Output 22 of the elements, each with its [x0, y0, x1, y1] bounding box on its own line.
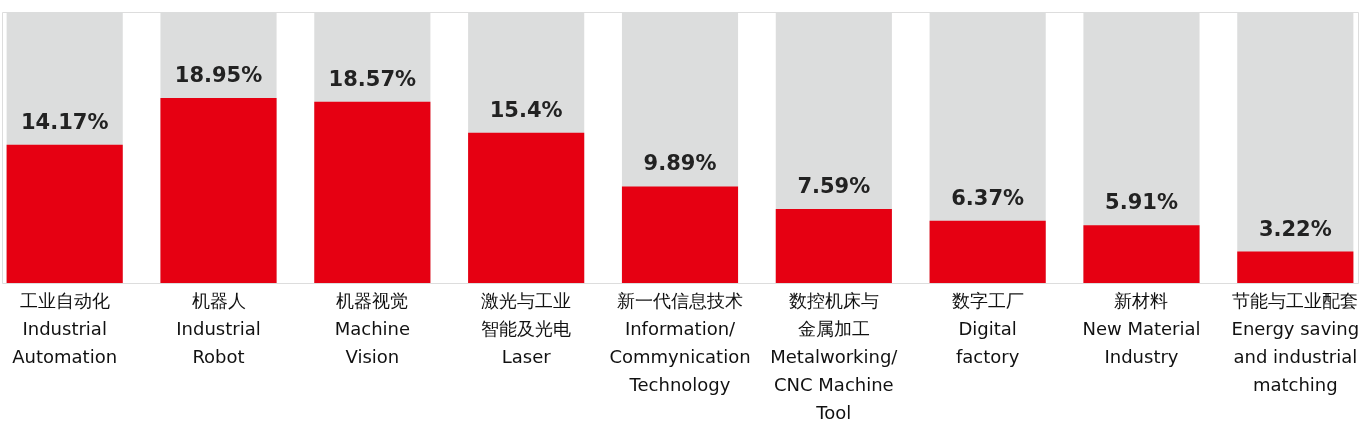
x-tick-label: 数字工厂 Digital factory: [951, 290, 1024, 367]
bar: [1237, 251, 1354, 283]
data-label: 7.59%: [797, 173, 871, 198]
data-label: 18.57%: [328, 66, 417, 91]
data-label: 3.22%: [1258, 216, 1332, 241]
data-label: 5.91%: [1105, 190, 1178, 215]
x-tick-label: 新一代信息技术 Information/ Commynication Technology: [609, 290, 751, 395]
x-tick-label: 激光与工业智能及光电 Laser: [481, 290, 572, 367]
bar: [775, 208, 892, 283]
x-tick-label: 机器视觉 Machine Vision: [334, 290, 411, 367]
bar: [1083, 225, 1200, 283]
data-label: 6.37%: [951, 185, 1025, 210]
data-label: 14.17%: [20, 109, 109, 134]
x-tick-label: 机器人 Industrial Robot: [176, 290, 261, 367]
x-tick-label: 数控机床与金属加工 Metalworking/ CNC Machine Tool: [770, 290, 899, 423]
x-tick-label: 工业自动化 Industrial Automation: [12, 290, 118, 367]
data-label: 15.4%: [489, 97, 563, 122]
data-label: 9.89%: [643, 151, 717, 176]
data-label: 18.95%: [174, 63, 263, 88]
x-tick-label: 新材料 New Material Industry: [1082, 290, 1201, 367]
bar: [929, 220, 1046, 283]
x-tick-label: 节能与工业配套 Energy saving and industrial matching: [1231, 290, 1360, 395]
